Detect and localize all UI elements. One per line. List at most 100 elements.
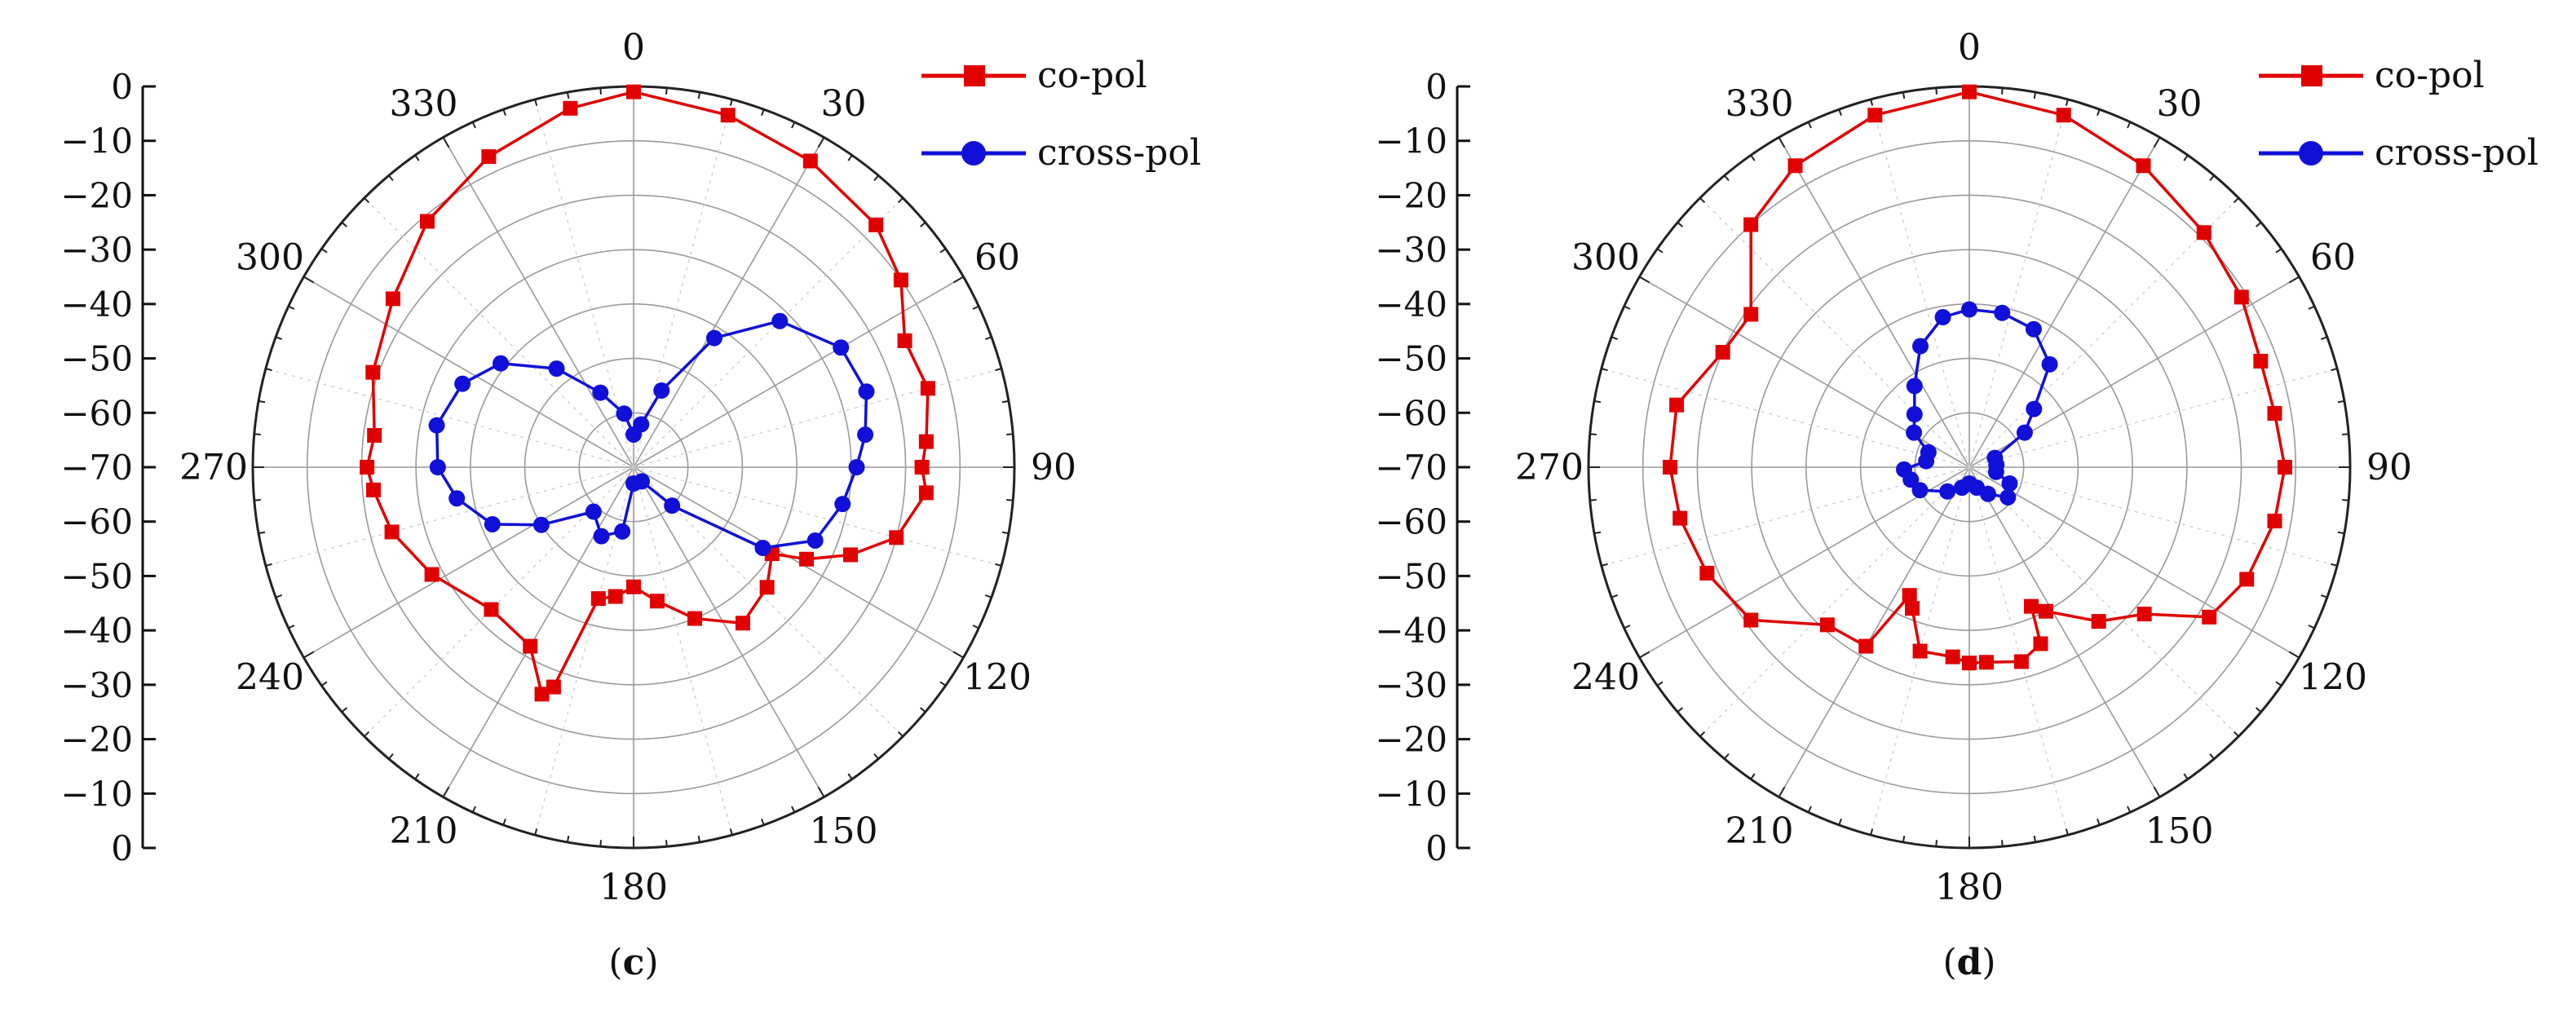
angle-tick <box>1639 276 1650 284</box>
legend-label-co-pol: co-pol <box>1037 55 1147 96</box>
angle-tick <box>1593 400 1602 404</box>
data-point-co-pol <box>384 524 400 540</box>
angle-tick <box>2331 368 2338 372</box>
data-point-cross-pol <box>1999 488 2017 506</box>
data-point-cross-pol <box>625 475 642 492</box>
angle-tick <box>1870 828 1874 836</box>
angle-tick-label: 0 <box>1958 27 1981 68</box>
angle-tick <box>665 87 668 95</box>
angle-tick <box>1724 753 1730 760</box>
data-point-cross-pol <box>2016 424 2033 441</box>
angle-tick <box>1589 433 1597 435</box>
data-point-cross-pol <box>1994 304 2011 321</box>
data-point-co-pol <box>2277 460 2292 475</box>
angle-tick <box>1807 121 1812 129</box>
angle-tick <box>1656 681 1664 687</box>
data-point-co-pol <box>1962 84 1977 99</box>
angle-tick <box>2001 87 2004 95</box>
angle-tick <box>697 91 701 99</box>
data-point-cross-pol <box>454 375 471 392</box>
angle-tick <box>2183 154 2189 161</box>
data-point-co-pol <box>424 567 440 582</box>
angle-tick <box>2209 753 2215 760</box>
angle-tick <box>2065 99 2069 106</box>
data-point-co-pol <box>889 530 904 545</box>
angle-tick <box>2153 786 2161 797</box>
grid-spoke-minor <box>265 466 634 567</box>
angle-tick <box>729 828 733 836</box>
radial-tick-label: −50 <box>60 339 133 379</box>
grid-spoke <box>303 466 634 659</box>
legend-label-co-pol: co-pol <box>2375 55 2485 96</box>
data-point-co-pol <box>481 149 497 165</box>
grid-spoke-minor <box>633 197 904 468</box>
data-point-co-pol <box>914 460 930 475</box>
legend-marker-circle <box>2299 141 2323 166</box>
grid-spoke <box>303 276 634 468</box>
angle-tick <box>2255 222 2262 227</box>
data-point-co-pol <box>1819 617 1835 633</box>
angle-tick <box>1838 108 1842 117</box>
polar-grid <box>1587 85 2352 850</box>
radial-tick-label: −20 <box>60 175 133 215</box>
data-point-co-pol <box>2253 353 2269 369</box>
angle-tick-label: 120 <box>2299 657 2367 699</box>
radial-tick-label: −20 <box>60 720 133 760</box>
legend-item-co-pol: co-pol <box>2259 55 2485 96</box>
data-point-co-pol <box>687 611 702 626</box>
angle-tick <box>1006 433 1014 435</box>
grid-spoke-minor <box>1968 466 2338 567</box>
radial-tick-label: −50 <box>1375 556 1447 596</box>
grid-spoke <box>1778 137 1970 468</box>
angle-tick-label: 90 <box>2366 447 2412 488</box>
angle-tick <box>1601 368 1608 372</box>
angle-tick <box>414 773 420 780</box>
angle-tick <box>791 121 796 129</box>
angle-tick <box>2342 499 2349 501</box>
angle-tick <box>534 99 538 106</box>
angle-tick-label: 150 <box>2145 810 2214 852</box>
angle-tick <box>873 174 879 182</box>
series-layer <box>360 84 935 702</box>
angle-tick <box>2233 731 2239 737</box>
angle-tick <box>897 731 904 737</box>
grid-spoke <box>633 137 825 468</box>
angle-tick <box>2127 121 2132 129</box>
angle-tick <box>2209 174 2215 182</box>
data-point-co-pol <box>799 551 815 567</box>
legend-item-cross-pol: cross-pol <box>2259 132 2538 174</box>
data-point-co-pol <box>2136 158 2151 174</box>
data-point-co-pol <box>626 579 641 594</box>
angle-tick <box>288 305 295 310</box>
angle-tick <box>599 87 602 95</box>
grid-spoke-minor <box>1968 99 2069 468</box>
angle-tick <box>984 594 992 598</box>
angle-tick <box>2308 625 2315 629</box>
data-point-cross-pol <box>1906 424 1923 441</box>
angle-tick <box>817 786 825 797</box>
data-point-co-pol <box>1945 649 1960 665</box>
data-point-cross-pol <box>1953 479 1970 497</box>
data-point-cross-pol <box>806 532 824 549</box>
data-point-co-pol <box>2023 598 2039 614</box>
data-point-cross-pol <box>1906 406 1923 423</box>
angle-tick <box>442 137 450 148</box>
data-point-co-pol <box>1905 601 1920 616</box>
data-point-cross-pol <box>614 523 631 540</box>
legend-marker-square <box>964 65 985 86</box>
series-line-co-pol <box>365 91 930 696</box>
angle-tick <box>1001 531 1010 535</box>
data-point-cross-pol <box>1939 483 1956 500</box>
angle-tick <box>254 433 261 435</box>
grid-spoke-minor <box>633 368 1002 468</box>
angle-tick <box>2308 305 2315 310</box>
radial-tick-label: −30 <box>1375 665 1447 705</box>
radial-tick-label: −40 <box>1375 611 1447 651</box>
angle-tick <box>2001 840 2004 847</box>
angle-tick-labels: 0 30 60 90 120 150 180 210 240 270 300 330 <box>179 27 1076 908</box>
radial-axis: 0 −10 −20 −30 −40 −50 −60 −70 −60 −50 −40 −30 −20 −10… <box>60 67 156 868</box>
angle-tick <box>254 499 261 501</box>
data-point-cross-pol <box>2026 400 2043 417</box>
angle-tick <box>303 276 315 284</box>
